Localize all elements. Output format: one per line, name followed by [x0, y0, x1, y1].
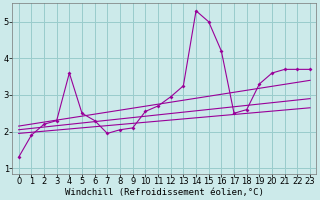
X-axis label: Windchill (Refroidissement éolien,°C): Windchill (Refroidissement éolien,°C): [65, 188, 264, 197]
